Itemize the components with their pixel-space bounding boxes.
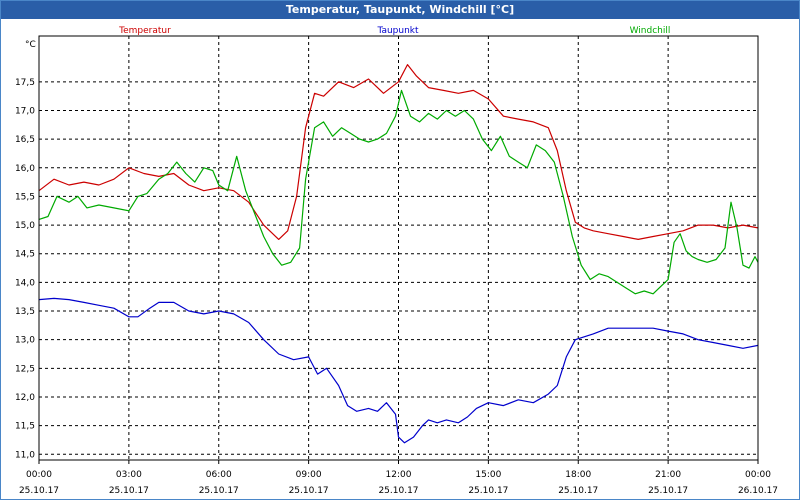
y-tick-label: 14,0 (15, 278, 35, 288)
x-tick-date: 25.10.17 (558, 486, 598, 496)
x-tick-time: 00:00 (745, 470, 771, 480)
y-tick-label: 13,5 (15, 307, 35, 317)
window-title: Temperatur, Taupunkt, Windchill [°C] (1, 1, 799, 19)
y-tick-label: 15,5 (15, 192, 35, 202)
x-tick-time: 06:00 (206, 470, 232, 480)
x-tick-date: 25.10.17 (648, 486, 688, 496)
x-tick-date: 25.10.17 (199, 486, 239, 496)
legend-windchill: Windchill (630, 26, 671, 36)
series-line-windchill (38, 89, 759, 295)
series-line-temperatur (38, 63, 759, 240)
series-line-taupunkt (38, 297, 759, 444)
x-tick-time: 00:00 (26, 470, 52, 480)
x-tick-time: 21:00 (655, 470, 681, 480)
x-tick-time: 15:00 (475, 470, 501, 480)
legend-temperatur: Temperatur (118, 26, 171, 36)
y-tick-label: 17,0 (15, 106, 35, 116)
y-tick-label: 12,0 (15, 393, 35, 403)
x-tick-date: 25.10.17 (289, 486, 329, 496)
x-tick-date: 25.10.17 (109, 486, 149, 496)
x-tick-time: 09:00 (296, 470, 322, 480)
y-tick-label: 15,0 (15, 221, 35, 231)
x-tick-date: 25.10.17 (19, 486, 59, 496)
x-tick-date: 25.10.17 (378, 486, 418, 496)
legend-taupunkt: Taupunkt (376, 26, 419, 36)
x-tick-time: 12:00 (386, 470, 412, 480)
x-tick-date: 25.10.17 (468, 486, 508, 496)
y-tick-label: 12,5 (15, 364, 35, 374)
y-tick-label: 16,0 (15, 164, 35, 174)
y-tick-label: 17,5 (15, 78, 35, 88)
plot-frame (38, 35, 759, 461)
x-tick-date: 26.10.17 (738, 486, 778, 496)
x-tick-time: 03:00 (116, 470, 142, 480)
y-tick-label: 11,5 (15, 422, 35, 432)
y-tick-label: 14,5 (15, 250, 35, 260)
y-tick-label: 16,5 (15, 135, 35, 145)
y-axis-unit: °C (25, 40, 36, 50)
x-tick-time: 18:00 (565, 470, 591, 480)
y-tick-label: 13,0 (15, 336, 35, 346)
y-tick-label: 11,0 (15, 450, 35, 460)
